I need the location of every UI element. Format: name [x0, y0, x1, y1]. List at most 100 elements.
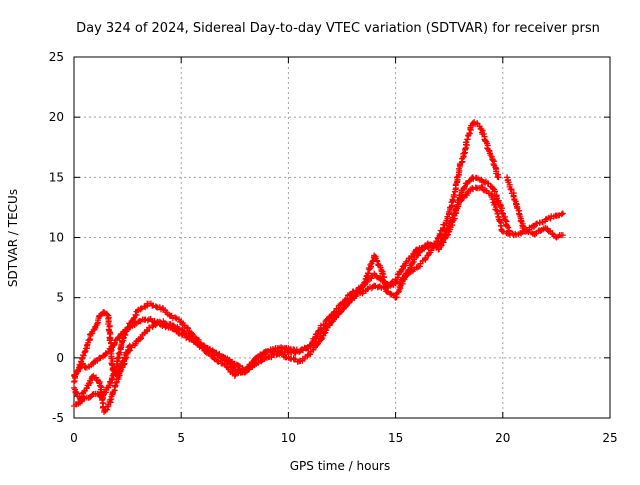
data-point: [480, 131, 487, 137]
data-series-track-2: [71, 174, 513, 409]
chart-title: Day 324 of 2024, Sidereal Day-to-day VTE…: [76, 21, 600, 36]
data-point: [498, 209, 505, 216]
data-point: [83, 385, 90, 392]
data-series-track-5: [504, 174, 566, 235]
data-point: [283, 354, 290, 361]
data-point: [540, 226, 547, 233]
data-point: [452, 188, 458, 195]
data-point: [282, 345, 288, 352]
data-point: [264, 348, 271, 355]
data-point: [409, 260, 416, 266]
data-point: [511, 196, 518, 203]
data-point: [337, 308, 344, 315]
data-point: [486, 147, 493, 154]
data-point: [394, 271, 401, 278]
data-point: [494, 174, 501, 180]
x-tick-label: 25: [602, 431, 617, 445]
data-point: [463, 139, 470, 146]
data-point: [449, 214, 456, 221]
data-point: [188, 335, 195, 342]
data-point: [505, 224, 512, 231]
data-point: [133, 320, 140, 327]
data-point: [494, 210, 501, 217]
data-point: [209, 353, 216, 360]
data-point: [283, 345, 290, 351]
data-point: [423, 254, 429, 261]
x-tick-label: 10: [281, 431, 296, 445]
data-point: [504, 223, 511, 230]
x-axis-label: GPS time / hours: [290, 459, 391, 473]
y-axis-label: SDTVAR / TECUs: [6, 189, 20, 287]
axes: 0 5 10 15 20 25 -5 0 5 10 15 20 25: [49, 50, 618, 445]
data-point: [517, 217, 524, 224]
data-point: [88, 373, 95, 380]
data-point: [78, 358, 85, 365]
data-point: [166, 321, 173, 328]
y-tick-label: 10: [49, 231, 64, 245]
data-point: [125, 323, 132, 330]
x-tick-label: 5: [177, 431, 185, 445]
data-point: [489, 157, 496, 164]
data-point: [154, 318, 161, 325]
data-point: [165, 324, 172, 331]
data-point: [491, 196, 498, 203]
data-point: [123, 328, 130, 335]
data-point: [277, 344, 284, 351]
data-point: [94, 390, 101, 397]
data-point: [82, 364, 89, 371]
data-point: [388, 279, 395, 286]
y-tick-label: 5: [56, 291, 64, 305]
data-point: [90, 359, 97, 366]
data-point: [71, 378, 77, 385]
data-point: [115, 350, 122, 357]
data-point: [273, 348, 279, 355]
data-point: [476, 123, 483, 130]
data-point: [124, 327, 131, 333]
data-point: [336, 302, 343, 309]
plot-frame: [73, 56, 611, 419]
data-point: [108, 375, 115, 382]
data-point: [398, 267, 405, 273]
data-point: [359, 290, 366, 297]
data-point: [530, 223, 537, 230]
data-point: [415, 252, 422, 259]
y-tick-label: 25: [49, 50, 64, 64]
data-point: [490, 161, 497, 167]
data-point: [110, 367, 117, 374]
data-point: [318, 336, 325, 343]
grid: [74, 57, 610, 418]
data-point: [130, 315, 137, 322]
data-point: [333, 313, 340, 320]
data-point: [374, 258, 381, 265]
data-point: [176, 325, 183, 332]
data-point: [73, 401, 80, 408]
y-tick-label: -5: [52, 411, 64, 425]
data-point: [559, 210, 566, 217]
data-point: [364, 270, 371, 277]
data-point: [146, 324, 153, 331]
data-point: [491, 188, 498, 195]
x-tick-label: 15: [388, 431, 403, 445]
data-point: [493, 207, 500, 214]
data-point: [476, 185, 483, 191]
data-point: [133, 338, 140, 345]
data-point: [460, 185, 467, 191]
data-point: [506, 231, 513, 238]
data-point: [79, 355, 86, 362]
data-point: [482, 179, 489, 186]
data-point: [400, 275, 407, 282]
data-point: [456, 198, 463, 205]
data-point: [294, 358, 301, 365]
data-point: [497, 222, 504, 229]
data-point: [530, 222, 536, 229]
data-point: [377, 262, 383, 269]
data-point: [464, 136, 471, 143]
data-point: [176, 316, 182, 323]
data-point: [321, 330, 328, 337]
data-point: [436, 230, 443, 237]
data-point: [86, 363, 93, 370]
data-point: [112, 382, 119, 389]
data-point: [104, 311, 111, 318]
